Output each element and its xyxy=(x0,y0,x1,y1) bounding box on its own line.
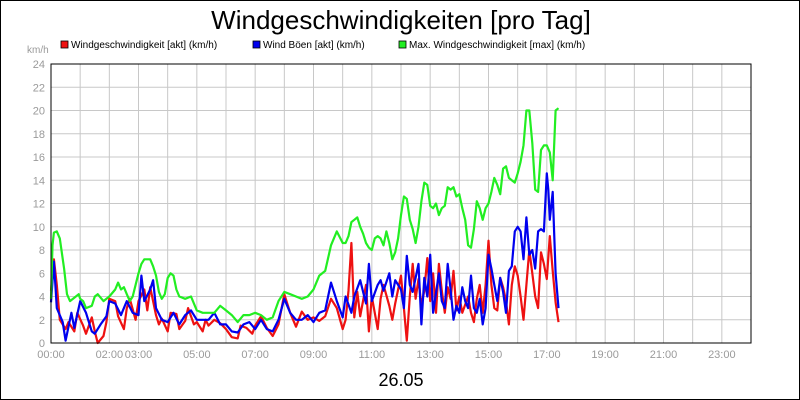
x-tick-label: 19:00 xyxy=(591,349,619,361)
series-line-3 xyxy=(49,107,560,324)
x-tick-label: 02:00 xyxy=(96,349,124,361)
series-lines xyxy=(49,107,560,345)
x-tick-label: 21:00 xyxy=(650,349,678,361)
x-tick-label: 09:00 xyxy=(300,349,328,361)
x-tick-label: 00:00 xyxy=(37,349,65,361)
legend-swatch xyxy=(252,40,261,49)
x-tick-label: 23:00 xyxy=(708,349,736,361)
y-axis-unit: km/h xyxy=(27,45,49,56)
legend-label: Max. Windgeschwindigkeit [max] (km/h) xyxy=(409,40,585,51)
legend-item: Wind Böen [akt] (km/h) xyxy=(252,40,365,51)
y-tick-label: 8 xyxy=(39,245,45,257)
x-tick-label: 11:00 xyxy=(358,349,385,361)
y-tick-label: 14 xyxy=(33,175,45,187)
legend-item: Windgeschwindigkeit [akt] (km/h) xyxy=(60,40,217,51)
legend-swatch xyxy=(398,40,407,49)
y-tick-label: 16 xyxy=(33,152,45,164)
y-tick-label: 6 xyxy=(39,268,45,280)
y-tick-label: 0 xyxy=(39,338,45,350)
y-tick-label: 2 xyxy=(39,315,45,327)
y-tick-label: 24 xyxy=(33,59,45,71)
legend-label: Windgeschwindigkeit [akt] (km/h) xyxy=(71,40,217,51)
y-tick-label: 12 xyxy=(33,199,45,211)
y-tick-label: 22 xyxy=(33,82,45,94)
x-tick-label: 03:00 xyxy=(125,349,153,361)
legend: Windgeschwindigkeit [akt] (km/h) Wind Böe… xyxy=(60,40,585,51)
legend-item: Max. Windgeschwindigkeit [max] (km/h) xyxy=(398,40,585,51)
chart-title: Windgeschwindigkeiten [pro Tag] xyxy=(211,5,591,35)
x-axis-ticks: 00:00 02:00 03:00 05:00 07:00 09:00 11:00 13:00… xyxy=(37,349,735,361)
series-line-1 xyxy=(49,235,560,345)
x-tick-label: 05:00 xyxy=(183,349,211,361)
y-tick-label: 10 xyxy=(33,222,45,234)
legend-label: Wind Böen [akt] (km/h) xyxy=(263,40,365,51)
plot-area xyxy=(50,63,752,344)
y-tick-label: 18 xyxy=(33,129,45,141)
x-tick-label: 07:00 xyxy=(241,349,269,361)
x-tick-label: 17:00 xyxy=(533,349,561,361)
series-line-2 xyxy=(49,172,560,342)
x-tick-label: 13:00 xyxy=(416,349,444,361)
x-axis-label: 26.05 xyxy=(378,370,423,390)
y-tick-label: 4 xyxy=(39,292,45,304)
x-tick-label: 15:00 xyxy=(475,349,503,361)
y-tick-label: 20 xyxy=(33,106,45,118)
legend-swatch xyxy=(60,40,69,49)
